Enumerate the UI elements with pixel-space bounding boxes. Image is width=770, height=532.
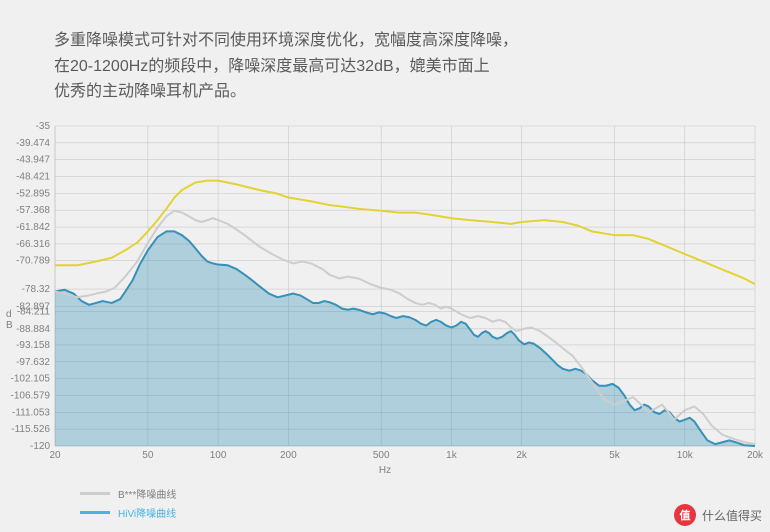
svg-text:500: 500 xyxy=(373,450,390,461)
svg-text:1k: 1k xyxy=(446,450,458,461)
header-line-2: 在20-1200Hz的频段中，降噪深度最高可达32dB，媲美市面上 xyxy=(54,58,490,75)
legend-item: HiVi降噪曲线 xyxy=(80,505,770,520)
svg-text:-61.842: -61.842 xyxy=(16,222,50,233)
y-axis-label: dB xyxy=(6,309,13,331)
legend-item: B***降噪曲线 xyxy=(80,486,770,501)
header-line-1: 多重降噪模式可针对不同使用环境深度优化，宽幅度高深度降噪， xyxy=(54,32,518,49)
svg-text:-70.789: -70.789 xyxy=(16,256,50,267)
svg-text:-102.105: -102.105 xyxy=(11,373,51,384)
svg-text:5k: 5k xyxy=(609,450,621,461)
svg-text:-120: -120 xyxy=(30,441,50,452)
watermark-text: 什么值得买 xyxy=(702,507,762,524)
frequency-response-chart: -35 -39.474 -43.947 -48.421 -52.895 -57.368 -6… xyxy=(0,121,770,461)
header-line-3: 优秀的主动降噪耳机产品。 xyxy=(54,83,246,100)
x-axis-label: Hz xyxy=(0,465,770,476)
svg-text:-88.884: -88.884 xyxy=(16,324,50,335)
svg-text:10k: 10k xyxy=(677,450,694,461)
svg-text:-43.947: -43.947 xyxy=(16,154,50,165)
svg-text:200: 200 xyxy=(280,450,297,461)
header-text: 多重降噪模式可针对不同使用环境深度优化，宽幅度高深度降噪， 在20-1200Hz… xyxy=(0,0,770,121)
svg-text:-106.579: -106.579 xyxy=(11,390,51,401)
svg-text:-78.32: -78.32 xyxy=(22,284,51,295)
watermark-badge: 值 xyxy=(674,504,696,526)
legend-swatch xyxy=(80,492,110,495)
chart-container: dB -35 -39.474 -43.947 -48.421 -52.895 -57.36… xyxy=(0,121,770,520)
svg-text:-35: -35 xyxy=(36,121,51,132)
svg-text:-48.421: -48.421 xyxy=(16,171,50,182)
svg-text:-66.316: -66.316 xyxy=(16,239,50,250)
svg-text:-93.158: -93.158 xyxy=(16,340,50,351)
svg-text:-52.895: -52.895 xyxy=(16,188,50,199)
legend-label: HiVi降噪曲线 xyxy=(118,505,176,520)
svg-text:2k: 2k xyxy=(516,450,528,461)
svg-text:100: 100 xyxy=(210,450,227,461)
svg-text:-39.474: -39.474 xyxy=(16,138,50,149)
svg-text:-111.053: -111.053 xyxy=(12,407,50,418)
legend-swatch xyxy=(80,511,110,514)
svg-text:20: 20 xyxy=(49,450,61,461)
legend-label: B***降噪曲线 xyxy=(118,486,176,501)
svg-text:-84.211: -84.211 xyxy=(17,306,51,317)
svg-text:50: 50 xyxy=(142,450,154,461)
svg-text:-57.368: -57.368 xyxy=(16,205,50,216)
svg-text:-115.526: -115.526 xyxy=(11,424,50,435)
svg-text:20k: 20k xyxy=(747,450,764,461)
watermark: 值 什么值得买 xyxy=(674,504,762,526)
svg-text:-97.632: -97.632 xyxy=(16,357,50,368)
legend: B***降噪曲线 HiVi降噪曲线 xyxy=(0,476,770,520)
